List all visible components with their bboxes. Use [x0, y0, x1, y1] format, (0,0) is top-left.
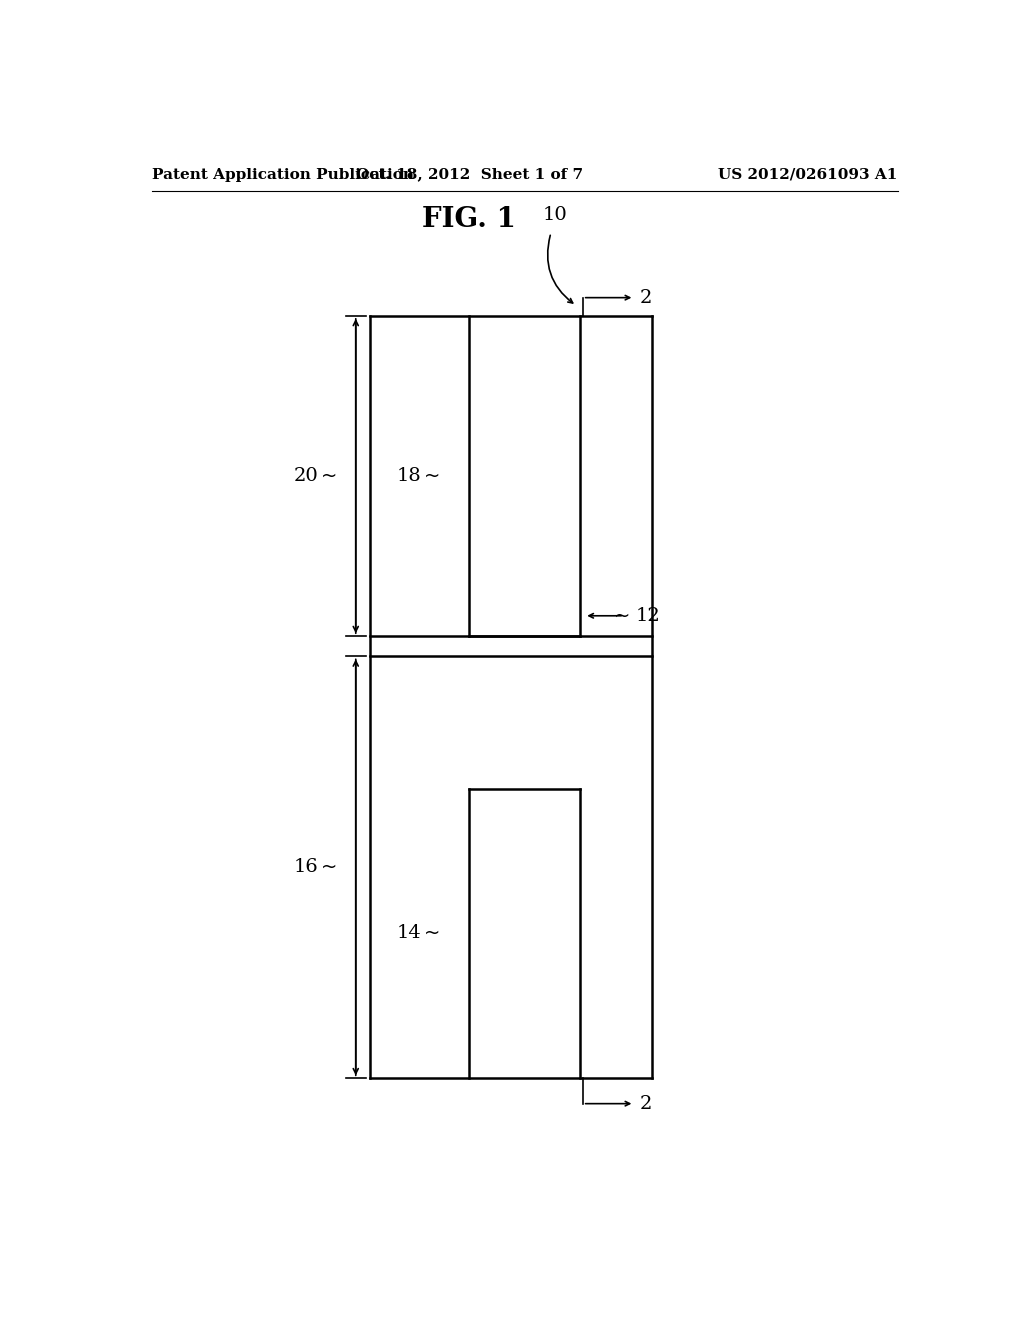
Text: Patent Application Publication: Patent Application Publication	[152, 168, 414, 182]
Text: 18: 18	[397, 467, 422, 484]
Text: 12: 12	[636, 607, 660, 624]
Text: 16: 16	[294, 858, 318, 876]
Text: 20: 20	[294, 467, 318, 484]
Text: ~: ~	[424, 924, 440, 942]
Text: ~: ~	[321, 466, 337, 486]
Text: 2: 2	[640, 289, 652, 306]
Text: FIG. 1: FIG. 1	[422, 206, 516, 232]
Text: US 2012/0261093 A1: US 2012/0261093 A1	[719, 168, 898, 182]
Text: 2: 2	[640, 1094, 652, 1113]
Text: ~: ~	[424, 466, 440, 486]
Text: Oct. 18, 2012  Sheet 1 of 7: Oct. 18, 2012 Sheet 1 of 7	[355, 168, 583, 182]
Text: ~: ~	[614, 606, 631, 626]
Text: ~: ~	[321, 858, 337, 876]
Text: 10: 10	[543, 206, 567, 224]
Text: 14: 14	[397, 924, 422, 942]
